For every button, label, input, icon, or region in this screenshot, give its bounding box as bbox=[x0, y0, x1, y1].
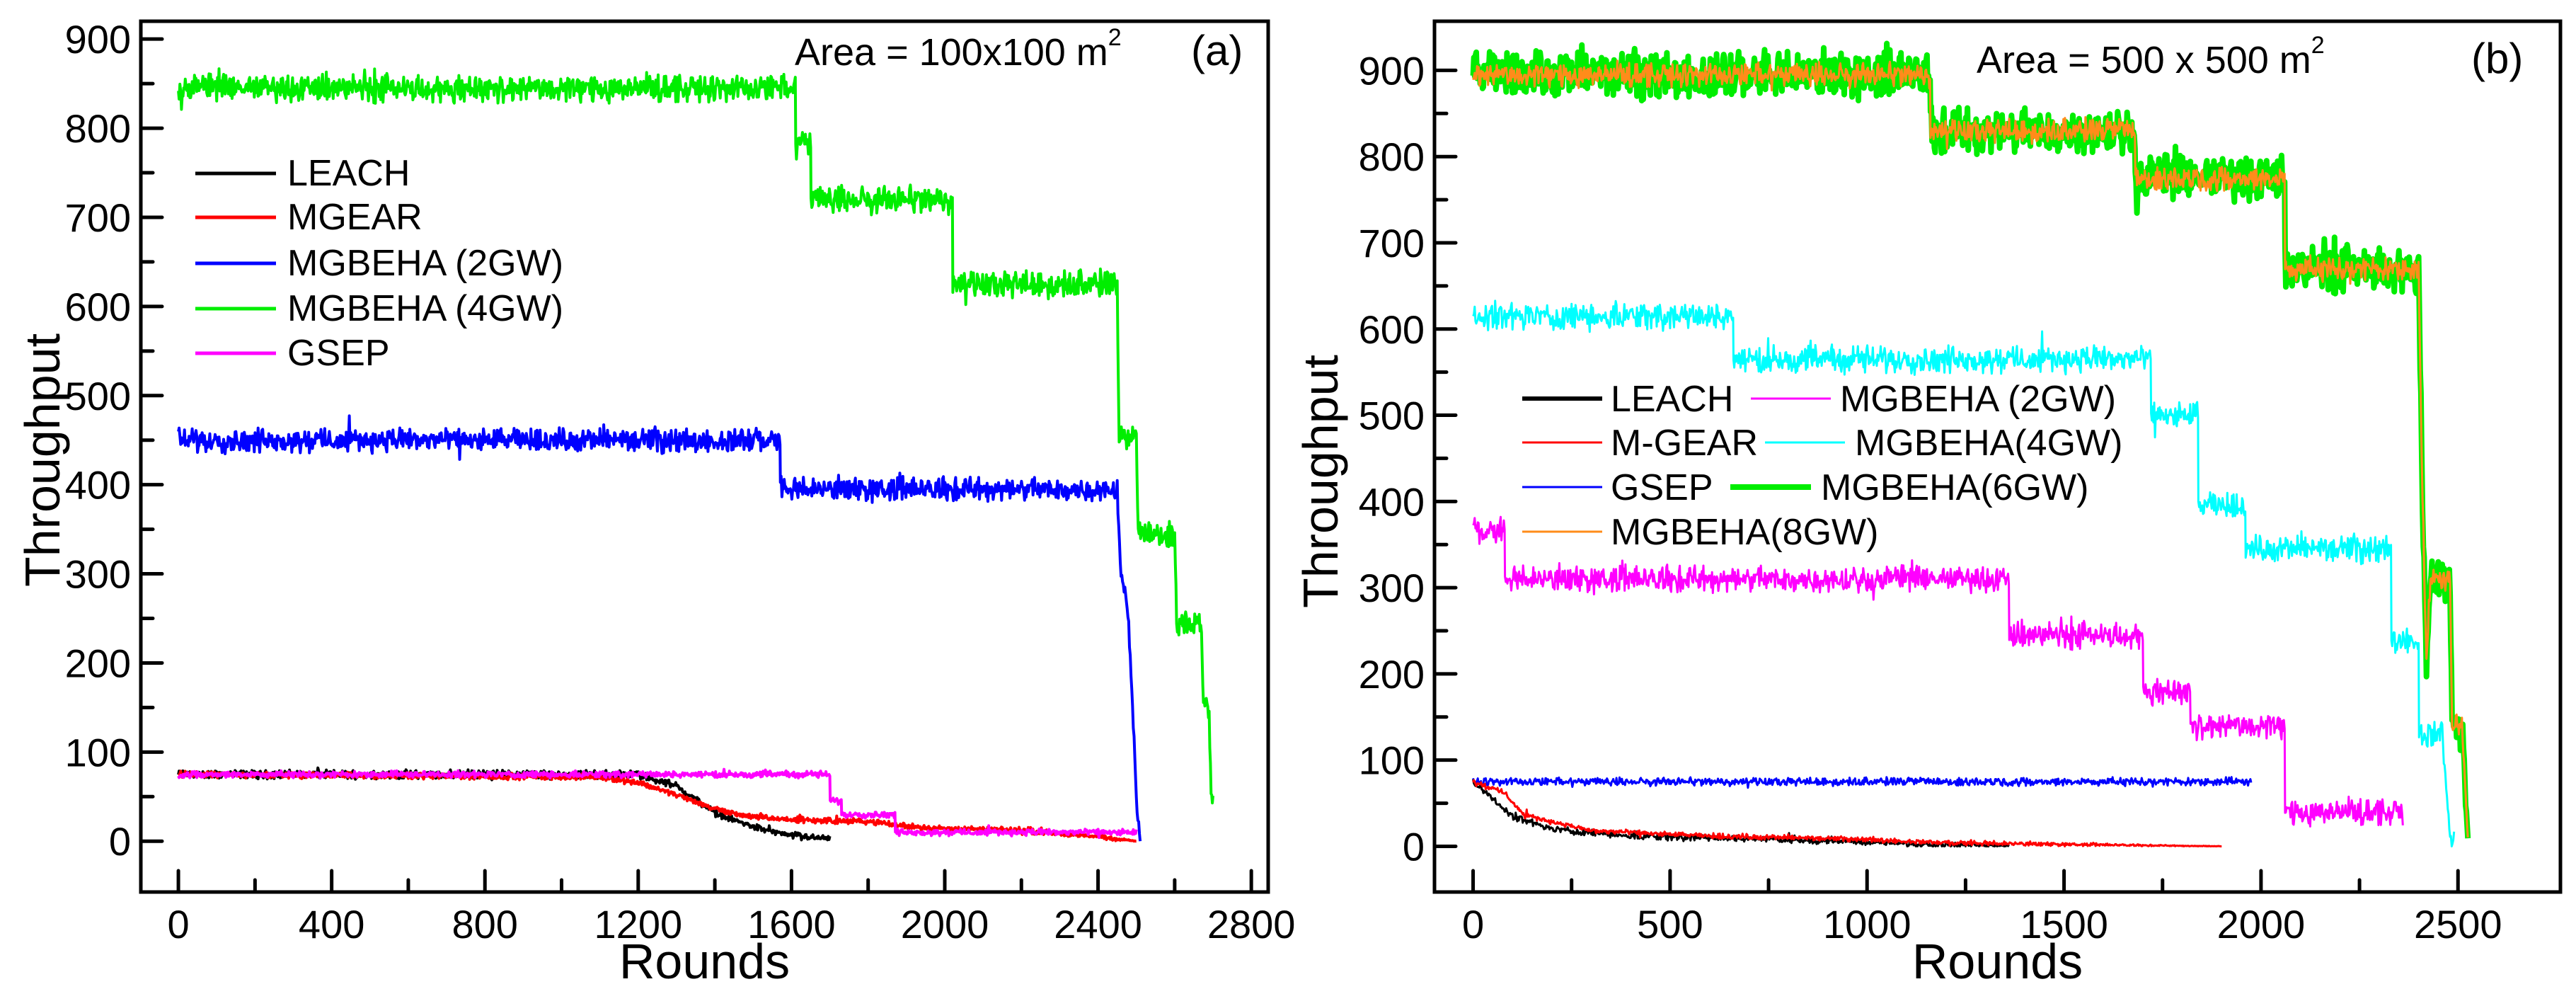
legend-item: GSEP bbox=[195, 333, 390, 374]
series-group bbox=[1470, 40, 2471, 847]
area-annotation-text: Area = 100x100 m bbox=[795, 31, 1108, 74]
legend-label: MGBEHA (4GW) bbox=[287, 288, 563, 329]
legend-item: MGBEHA(4GW) bbox=[1765, 423, 2122, 464]
x-tick-label: 500 bbox=[1637, 902, 1703, 947]
y-tick-label: 100 bbox=[65, 730, 131, 774]
legend-label: LEACH bbox=[287, 153, 410, 194]
legend-label: M-GEAR bbox=[1611, 423, 1758, 464]
panel-label: (a) bbox=[1191, 27, 1243, 74]
legend-label: GSEP bbox=[1611, 467, 1713, 508]
panel-a: 0 400 800 1200 1600 2000 2400 28000100200300400… bbox=[15, 17, 1295, 989]
legend-label: MGBEHA(8GW) bbox=[1611, 512, 1878, 553]
area-annotation-superscript: 2 bbox=[1108, 24, 1122, 51]
area-annotation-superscript: 2 bbox=[2311, 32, 2325, 59]
series-line-gsep bbox=[177, 767, 1138, 840]
y-tick-label: 0 bbox=[109, 819, 131, 864]
x-tick-label: 1000 bbox=[1823, 902, 1911, 947]
x-tick-label: 0 bbox=[167, 902, 189, 947]
x-tick-label: 1500 bbox=[2020, 902, 2108, 947]
x-tick-label: 2000 bbox=[901, 902, 989, 947]
legend-label: MGBEHA (2GW) bbox=[1840, 379, 2116, 420]
legend-item: MGBEHA(8GW) bbox=[1522, 512, 1878, 553]
legend-item: M-GEAR bbox=[1522, 423, 1758, 464]
legend-item: MGBEHA (4GW) bbox=[195, 288, 563, 329]
y-tick-label: 900 bbox=[65, 17, 131, 62]
y-tick-label: 200 bbox=[1359, 652, 1425, 697]
series-group bbox=[177, 67, 1214, 843]
y-tick-label: 700 bbox=[65, 195, 131, 240]
series-line-mgbeha-4gw- bbox=[177, 67, 1214, 805]
legend-item: MGBEHA(6GW) bbox=[1730, 467, 2088, 508]
legend-label: MGBEHA (2GW) bbox=[287, 243, 563, 284]
y-tick-label: 800 bbox=[65, 106, 131, 151]
x-tick-label: 2400 bbox=[1054, 902, 1142, 947]
y-tick-label: 400 bbox=[65, 463, 131, 508]
y-tick-label: 300 bbox=[1359, 566, 1425, 610]
y-tick-label: 500 bbox=[1359, 394, 1425, 438]
y-tick-label: 800 bbox=[1359, 135, 1425, 179]
legend-item: MGBEHA (2GW) bbox=[1751, 379, 2116, 420]
y-tick-label: 700 bbox=[1359, 221, 1425, 265]
series-line-mgbeha-8gw- bbox=[1472, 59, 2469, 837]
y-tick-label: 300 bbox=[65, 552, 131, 597]
x-tick-label: 2800 bbox=[1207, 902, 1296, 947]
y-tick-label: 200 bbox=[65, 641, 131, 685]
x-axis-title: Rounds bbox=[619, 934, 790, 989]
series-line-mgbeha-4gw- bbox=[1472, 299, 2456, 847]
y-tick-label: 100 bbox=[1359, 738, 1425, 783]
y-tick-label: 900 bbox=[1359, 48, 1425, 93]
y-axis-title: Throughput bbox=[1293, 355, 1348, 608]
x-tick-label: 1600 bbox=[747, 902, 836, 947]
y-tick-label: 500 bbox=[65, 374, 131, 418]
x-tick-label: 1200 bbox=[594, 902, 683, 947]
legend-label: MGBEHA(4GW) bbox=[1855, 423, 2122, 464]
legend-item: LEACH bbox=[1522, 379, 1733, 420]
x-tick-label: 2500 bbox=[2414, 902, 2502, 947]
legend-item: GSEP bbox=[1522, 467, 1713, 508]
area-annotation: Area = 100x100 m2 bbox=[795, 24, 1122, 74]
legend-label: GSEP bbox=[287, 333, 390, 374]
x-tick-label: 400 bbox=[299, 902, 364, 947]
area-annotation-text: Area = 500 x 500 m bbox=[1977, 39, 2311, 81]
y-tick-label: 0 bbox=[1403, 824, 1425, 869]
x-tick-label: 0 bbox=[1462, 902, 1484, 947]
legend-label: LEACH bbox=[1611, 379, 1733, 420]
area-annotation: Area = 500 x 500 m2 bbox=[1977, 32, 2325, 81]
y-tick-label: 600 bbox=[1359, 307, 1425, 352]
x-axis-title: Rounds bbox=[1912, 934, 2083, 989]
x-tick-label: 2000 bbox=[2217, 902, 2306, 947]
y-tick-label: 400 bbox=[1359, 479, 1425, 524]
legend-item: LEACH bbox=[195, 153, 410, 194]
series-line-gsep bbox=[1472, 776, 2253, 789]
x-tick-label: 800 bbox=[452, 902, 518, 947]
y-axis-title: Throughput bbox=[15, 333, 70, 587]
legend-item: MGEAR bbox=[195, 197, 422, 238]
legend-label: MGEAR bbox=[287, 197, 422, 238]
panel-b: 0 500 1000 1500 2000 2500 0 100 200 300 400 500 600 7… bbox=[1293, 19, 2563, 989]
legend-item: MGBEHA (2GW) bbox=[195, 243, 563, 284]
legend-label: MGBEHA(6GW) bbox=[1821, 467, 2088, 508]
series-line-mgbeha-2gw- bbox=[177, 414, 1142, 842]
series-line-mgbeha-2gw- bbox=[1472, 515, 2404, 828]
series-line-m-gear bbox=[1472, 779, 2222, 847]
plot-frame bbox=[139, 19, 1270, 894]
y-tick-label: 600 bbox=[65, 285, 131, 329]
panel-label: (b) bbox=[2471, 35, 2523, 82]
